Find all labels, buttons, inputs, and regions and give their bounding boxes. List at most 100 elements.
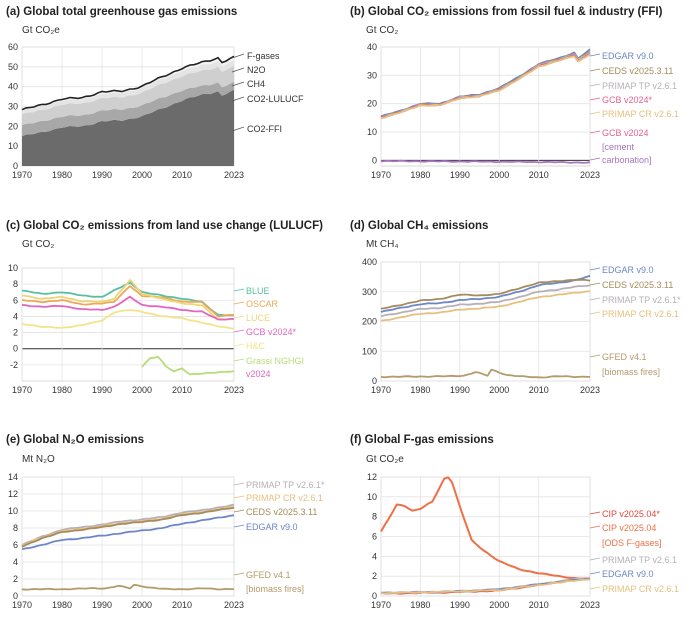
y-tick-label: 14 [8,472,18,482]
panel-d-plot: 0 100 200 300 400 1970 1980 1990 2000 2010 2023 EDG… [362,257,681,395]
series-line-primap-tp-v2-6-1- [380,284,591,318]
area-co2-lulucf [22,81,234,137]
legend-label: GFED v4.1 [246,570,291,580]
series-line-primap-cr-v2-6-1 [380,53,591,120]
x-tick-label: 2010 [529,385,549,395]
x-tick-label: 1970 [12,170,32,180]
panel-c-unit: Gt CO₂ [22,239,54,250]
legend-label: PRIMAP CR v2.6.1 [602,584,679,594]
series-line-oscar [21,285,234,318]
legend-leader [589,53,601,57]
plot-area [21,476,235,597]
y-tick-label: 4 [13,311,18,321]
panel-f-unit: Gt CO₂e [366,454,404,465]
legend-leader [231,67,245,73]
y-tick-label: 10 [8,263,18,273]
legend-leader [589,525,601,529]
legend-label: CH4 [247,79,265,89]
legend-leader [233,288,245,292]
legend-leader [589,68,601,72]
legend-label: [ODS F-gases] [602,538,662,548]
legend-leader [231,81,245,87]
y-tick-label: 400 [362,257,377,267]
legend-label: PRIMAP TP v2.6.1 [602,81,677,91]
x-tick-label: 1990 [450,600,470,610]
x-tick-label: 2010 [529,600,549,610]
y-tick-label: 6 [13,295,18,305]
area-ch4 [22,66,234,126]
legend-label: EDGAR v9.0 [246,522,298,532]
y-tick-label: 0 [372,155,377,165]
legend-label: PRIMAP TP v2.6.1 [602,555,677,565]
panel-b: (b) Global CO₂ emissions from fossil fue… [350,6,679,180]
x-tick-label: 2023 [224,600,244,610]
legend-leader [233,524,245,528]
x-tick-label: 1980 [410,600,430,610]
legend-label: F-gases [247,51,280,61]
series-line-gcb-v2024- [21,295,235,321]
legend-label: H&C [246,341,266,351]
y-tick-label: 30 [367,70,377,80]
series-line-gfed-v4-1-biomass-fires- [21,583,234,591]
panel-f-title: (f) Global F-gas emissions [350,434,494,446]
y-tick-label: 0 [13,591,18,601]
x-tick-label: 2010 [529,170,549,180]
legend-leader [233,509,245,513]
legend-leader [589,586,601,590]
legend-leader [233,482,245,486]
y-tick-label: 10 [367,492,377,502]
y-tick-label: 40 [367,42,377,52]
y-tick-label: 100 [362,346,377,356]
x-tick-label: 1970 [12,385,32,395]
legend-label: CEDS v2025.3.11 [602,280,673,290]
legend-label: PRIMAP CR v2.6.1 [246,493,323,503]
panel-c-title: (c) Global CO₂ emissions from land use c… [6,220,323,232]
x-tick-label: 1980 [410,385,430,395]
legend-leader [589,282,601,286]
legend-label: carbonation] [602,155,652,165]
legend-leader [589,354,601,358]
x-tick-label: 2010 [172,170,192,180]
series-line-edgar-v9-0 [380,275,591,313]
y-tick-label: 0 [13,344,18,354]
panel-f: (f) Global F-gas emissions Gt CO₂e 0 2 4 6 8… [350,434,679,610]
x-tick-label: 2023 [580,385,600,395]
legend-label: OSCAR [246,299,279,309]
y-tick-label: 10 [8,141,18,151]
legend-leader [231,126,245,132]
legend-leader [589,311,601,315]
y-tick-label: 10 [367,127,377,137]
series-line-primap-cr-v2-6-1 [380,290,591,322]
y-tick-label: 20 [367,99,377,109]
series-line-primap-cr-v2-6-1 [380,578,591,595]
y-tick-label: 2 [13,328,18,338]
x-tick-label: 1990 [92,600,112,610]
x-tick-label: 2023 [224,385,244,395]
legend-label: PRIMAP TP v2.6.1* [246,480,325,490]
x-tick-label: 1980 [52,385,72,395]
legend-leader [233,572,245,576]
legend-label: PRIMAP CR v2.6.1 [602,109,679,119]
x-tick-label: 2000 [132,385,152,395]
panel-e-plot: 0 2 4 6 8 10 12 14 1970 1980 1990 2000 2010 2023 PRIMA… [8,472,325,610]
legend-label: BLUE [246,286,270,296]
y-tick-label: 20 [8,121,18,131]
panel-b-unit: Gt CO₂ [366,25,398,36]
panel-a-plot: 0 10 20 30 40 50 60 1970 1980 1990 2000 2010 2023 F-g… [8,42,304,180]
legend-leader [233,358,245,362]
y-tick-label: 200 [362,317,377,327]
legend-label: Grassi NGHGI [246,356,304,366]
legend-label: GCB v2024* [246,327,297,337]
x-tick-label: 2000 [489,170,509,180]
y-tick-label: 10 [8,506,18,516]
x-tick-label: 1990 [92,385,112,395]
series-line-h-c [21,309,235,330]
plot-area [21,267,235,382]
series-line-gcb-v2024-cement-carbonation- [380,159,591,164]
x-tick-label: 1970 [371,385,391,395]
series-line-gfed-v4-1-biomass-fires- [380,368,591,379]
legend-leader [589,511,601,515]
area-co2-ffi [22,89,234,166]
legend-leader [233,495,245,499]
legend-leader [233,329,245,333]
